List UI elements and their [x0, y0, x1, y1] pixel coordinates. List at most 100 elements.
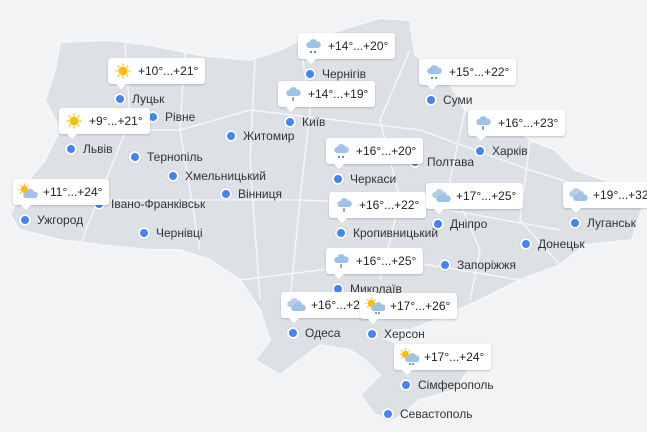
weather-bubble[interactable]: +16°...+22°	[329, 192, 427, 223]
city-name[interactable]: Луганськ	[587, 216, 636, 230]
temperature-range: +16°...+20°	[356, 144, 417, 158]
city-marker[interactable]: Львів	[65, 142, 113, 156]
city-marker[interactable]: Черкаси	[332, 172, 396, 186]
location-dot-icon[interactable]	[520, 238, 532, 250]
weather-bubble[interactable]: +14°...+19°	[278, 81, 376, 112]
weather-bubble[interactable]: +19°...+32°	[563, 182, 647, 213]
location-dot-icon[interactable]	[65, 143, 77, 155]
city-marker[interactable]: Ужгород	[19, 213, 83, 227]
weather-bubble[interactable]: +14°...+20°	[298, 33, 396, 64]
city-marker[interactable]: Чернігів	[304, 67, 366, 81]
city-marker[interactable]: Тернопіль	[129, 150, 203, 164]
sun-cloud-rain-icon	[399, 348, 419, 365]
city-marker[interactable]: Луганськ	[569, 216, 636, 230]
temperature-range: +17°...+24°	[424, 350, 485, 364]
city-name[interactable]: Київ	[302, 115, 326, 129]
city-marker[interactable]: Харків	[474, 144, 528, 158]
location-dot-icon[interactable]	[335, 227, 347, 239]
location-dot-icon[interactable]	[220, 188, 232, 200]
weather-bubble[interactable]: +11°...+24°	[13, 179, 110, 210]
city-marker[interactable]: Вінниця	[220, 187, 282, 201]
city-name[interactable]: Чернігів	[322, 67, 367, 81]
location-dot-icon[interactable]	[432, 218, 444, 230]
weather-bubble[interactable]: +17°...+26°	[360, 293, 458, 324]
temperature-range: +15°...+22°	[449, 65, 510, 79]
cloudy-icon	[432, 189, 451, 202]
city-name[interactable]: Івано-Франківськ	[111, 197, 206, 211]
city-name[interactable]: Дніпро	[450, 217, 488, 231]
city-name[interactable]: Запоріжжя	[457, 258, 516, 272]
weather-bubble[interactable]: +16°...+25°	[326, 248, 424, 279]
city-marker[interactable]: Івано-Франківськ	[93, 197, 205, 211]
weather-bubble[interactable]: +16°...+20°	[326, 138, 424, 169]
location-dot-icon[interactable]	[569, 217, 581, 229]
location-dot-icon[interactable]	[114, 93, 126, 105]
location-dot-icon[interactable]	[439, 259, 451, 271]
city-marker[interactable]: Київ	[284, 115, 325, 129]
city-marker[interactable]: Херсон	[366, 327, 425, 341]
city-name[interactable]: Тернопіль	[147, 150, 203, 164]
city-name[interactable]: Черкаси	[350, 172, 397, 186]
cloud-drizzle-icon	[337, 198, 352, 212]
cloud-rain-icon	[334, 144, 349, 159]
city-name[interactable]: Житомир	[243, 129, 295, 143]
weather-bubble[interactable]: +16°...+23°	[468, 110, 566, 141]
location-dot-icon[interactable]	[474, 145, 486, 157]
weather-bubble[interactable]: +17°...+25°	[426, 183, 524, 214]
city-marker[interactable]: Одеса	[287, 326, 340, 340]
city-marker[interactable]: Запоріжжя	[439, 258, 516, 272]
location-dot-icon[interactable]	[19, 214, 31, 226]
location-dot-icon[interactable]	[284, 116, 296, 128]
city-name[interactable]: Кропивницький	[353, 226, 439, 240]
location-dot-icon[interactable]	[225, 130, 237, 142]
temperature-range: +17°...+26°	[390, 299, 451, 313]
city-name[interactable]: Чернівці	[156, 226, 203, 240]
city-name[interactable]: Одеса	[305, 326, 341, 340]
city-name[interactable]: Харків	[492, 144, 528, 158]
city-name[interactable]: Ужгород	[37, 213, 84, 227]
city-name[interactable]: Вінниця	[238, 187, 282, 201]
location-dot-icon[interactable]	[138, 227, 150, 239]
location-dot-icon[interactable]	[425, 94, 437, 106]
city-marker[interactable]: Дніпро	[432, 217, 487, 231]
location-dot-icon[interactable]	[332, 173, 344, 185]
city-marker[interactable]: Луцьк	[114, 92, 164, 106]
city-name[interactable]: Львів	[83, 142, 113, 156]
cloud-rain-icon	[427, 65, 442, 80]
city-name[interactable]: Сімферополь	[418, 378, 494, 392]
city-name[interactable]: Хмельницький	[185, 169, 266, 183]
city-name[interactable]: Рівне	[165, 110, 196, 124]
location-dot-icon[interactable]	[382, 408, 394, 420]
location-dot-icon[interactable]	[400, 379, 412, 391]
city-marker[interactable]: Донецьк	[520, 237, 585, 251]
city-marker[interactable]: Житомир	[225, 129, 294, 143]
cloud-drizzle-icon	[286, 87, 301, 101]
weather-bubble[interactable]: +15°...+22°	[419, 59, 517, 90]
weather-bubble[interactable]: +9°...+21°	[59, 108, 150, 139]
city-marker[interactable]: Рівне	[147, 110, 195, 124]
city-name[interactable]: Суми	[443, 93, 473, 107]
location-dot-icon[interactable]	[287, 327, 299, 339]
city-marker[interactable]: Хмельницький	[167, 169, 266, 183]
city-name[interactable]: Полтава	[427, 155, 474, 169]
city-marker[interactable]: Чернівці	[138, 226, 203, 240]
location-dot-icon[interactable]	[129, 151, 141, 163]
temperature-range: +14°...+20°	[328, 39, 389, 53]
city-marker[interactable]: Севастополь	[382, 407, 472, 421]
city-name[interactable]: Херсон	[384, 327, 425, 341]
sun-icon	[66, 113, 82, 129]
weather-bubble[interactable]: +10°...+21°	[108, 58, 206, 89]
location-dot-icon[interactable]	[167, 170, 179, 182]
location-dot-icon[interactable]	[304, 68, 316, 80]
city-marker[interactable]: Сімферополь	[400, 378, 494, 392]
city-name[interactable]: Севастополь	[400, 407, 473, 421]
city-marker[interactable]: Суми	[425, 93, 472, 107]
weather-bubble[interactable]: +17°...+24°	[394, 344, 492, 375]
temperature-range: +19°...+32°	[593, 188, 647, 202]
city-marker[interactable]: Кропивницький	[335, 226, 438, 240]
location-dot-icon[interactable]	[366, 328, 378, 340]
cloud-rain-icon	[306, 39, 321, 54]
city-name[interactable]: Луцьк	[132, 92, 165, 106]
city-name[interactable]: Донецьк	[538, 237, 585, 251]
